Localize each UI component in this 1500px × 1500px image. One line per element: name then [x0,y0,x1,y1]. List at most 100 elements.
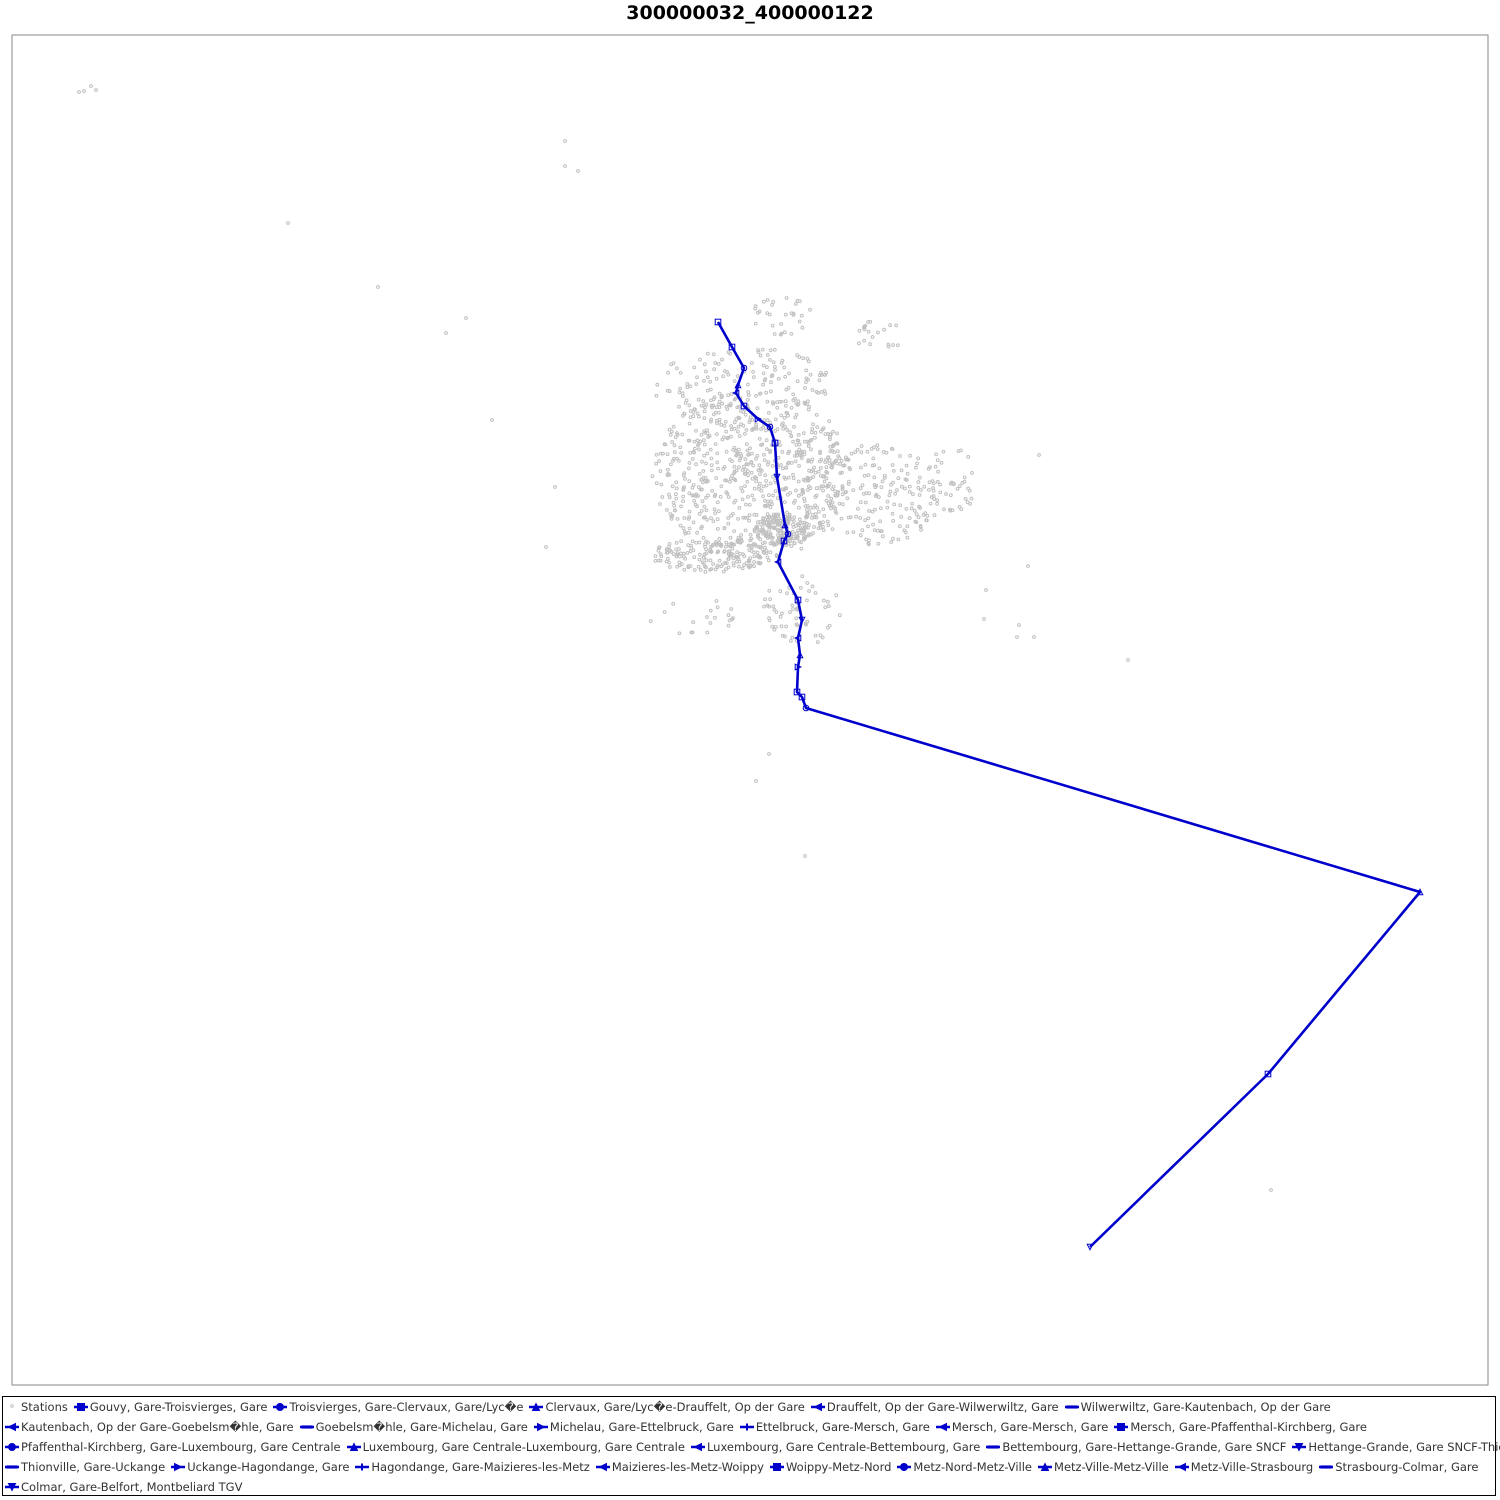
station-point [787,371,791,376]
station-point [729,476,733,481]
station-point [747,513,752,518]
station-point [717,420,722,425]
station-point [784,486,789,491]
station-point [799,454,804,458]
station-point [754,393,758,398]
station-point [807,589,811,593]
station-point [799,540,803,545]
station-point [754,422,759,427]
station-point [834,511,839,515]
station-point [914,512,919,517]
station-point [681,473,686,478]
station-point [819,371,823,375]
station-point [821,484,826,489]
station-point [286,221,290,225]
station-point [747,558,751,562]
route-stop-marker [798,693,806,701]
station-point [662,610,667,614]
station-point [860,528,865,533]
station-point [948,493,953,498]
station-point [767,527,772,532]
legend-symbol [5,1465,19,1469]
station-point [922,484,927,489]
station-point [796,479,801,484]
station-point [820,635,825,640]
legend-symbol [1319,1465,1334,1469]
station-point [746,462,750,467]
legend-item: Strasbourg-Colmar, Gare [1317,1457,1478,1477]
station-point [679,539,684,544]
station-point [814,413,819,417]
station-point [785,492,790,497]
station-point [927,480,932,485]
station-point [948,481,953,486]
station-point [876,495,881,500]
station-point [821,488,825,493]
station-point [890,463,895,467]
station-point [783,477,788,481]
route-stop-marker [734,381,742,389]
legend-label: Metz-Ville-Metz-Ville [1054,1460,1169,1474]
station-point [797,299,802,304]
station-point [751,369,755,374]
station-point [944,492,948,496]
station-point [819,390,824,394]
station-point [870,509,875,514]
station-point [765,399,770,404]
station-point [702,409,707,414]
legend-label: Kautenbach, Op der Gare-Goebelsm�hle, Ga… [21,1420,294,1434]
station-point [826,523,831,528]
station-point [687,526,692,531]
station-point [768,597,773,602]
station-point [800,574,805,579]
station-point [743,432,747,436]
station-point [866,524,870,529]
station-point [830,462,835,467]
station-point [778,443,782,447]
station-point [732,464,737,469]
station-point [717,536,722,541]
station-point [767,588,772,593]
station-point [746,495,750,499]
station-point [669,462,673,467]
legend-label: Bettembourg, Gare-Hettange-Grande, Gare … [1002,1440,1287,1454]
station-point [872,483,877,487]
station-point [840,492,845,497]
station-point [794,302,798,306]
station-point [739,533,744,537]
station-point [732,553,736,557]
station-point [805,511,810,516]
station-point [895,488,899,493]
station-point [735,555,739,559]
station-point [723,560,728,565]
station-point [770,624,775,629]
station-point [714,476,719,480]
station-point [741,515,746,520]
station-point [735,538,740,542]
station-point [768,550,773,555]
station-point [848,515,853,520]
station-point [772,627,777,632]
station-point [839,458,844,463]
station-point [758,353,763,358]
station-point [787,514,792,519]
station-point [795,353,800,358]
station-point [821,474,826,479]
station-point [747,518,751,523]
station-point [657,459,661,464]
station-point [802,400,807,405]
station-point [757,528,762,532]
legend-item: Gouvy, Gare-Troisvierges, Gare [72,1397,267,1417]
route-stop-marker [798,616,806,624]
legend-item: Maizieres-les-Metz-Woippy [594,1457,764,1477]
station-point [770,535,775,540]
station-point [683,477,687,481]
station-point [891,343,895,347]
station-point [679,504,683,509]
station-point [709,456,714,461]
station-point [756,348,760,353]
station-point [824,498,829,503]
station-point [917,493,922,497]
station-point [737,537,742,542]
station-point [782,330,787,335]
